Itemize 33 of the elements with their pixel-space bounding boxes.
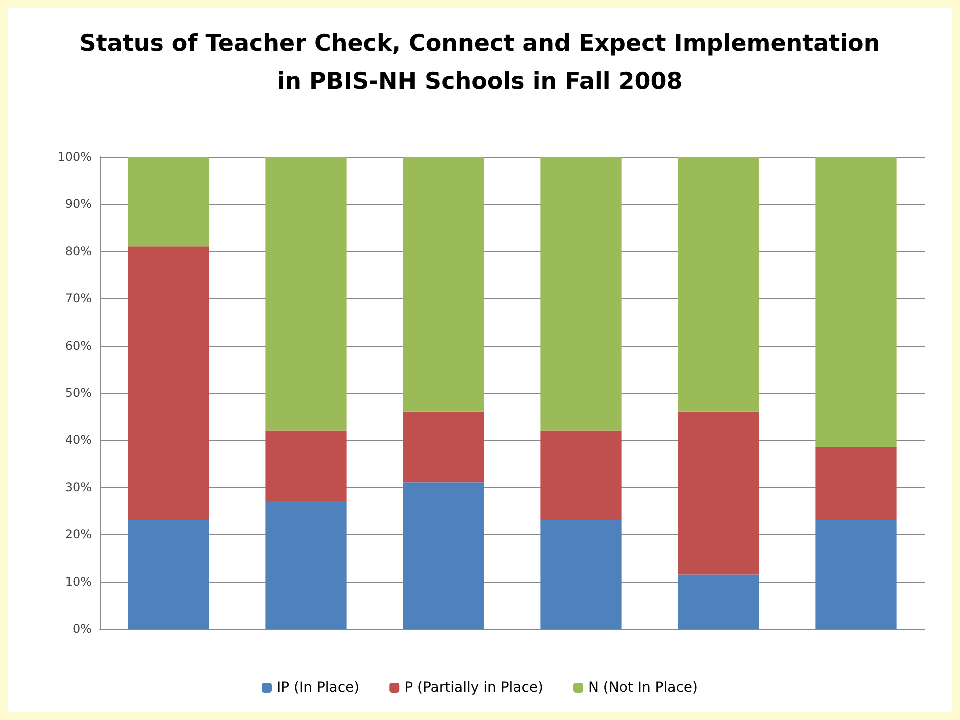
y-tick-label: 10% bbox=[65, 574, 92, 589]
bar bbox=[678, 157, 760, 412]
bar bbox=[540, 430, 622, 520]
y-tick-label: 40% bbox=[65, 433, 92, 448]
legend-label: N (Not In Place) bbox=[588, 680, 698, 696]
bar bbox=[678, 574, 760, 629]
y-tick-label: 90% bbox=[65, 197, 92, 212]
y-tick-label: 80% bbox=[65, 244, 92, 258]
bar bbox=[403, 412, 484, 483]
bar bbox=[403, 482, 484, 629]
y-tick-label: 0% bbox=[72, 622, 92, 636]
bar bbox=[266, 502, 347, 629]
bar bbox=[816, 447, 897, 520]
bar bbox=[540, 157, 622, 431]
bar bbox=[816, 520, 897, 629]
bar bbox=[540, 520, 622, 629]
bar bbox=[128, 520, 210, 629]
legend-label: P (Partially in Place) bbox=[404, 680, 544, 696]
y-tick-label: 70% bbox=[65, 292, 92, 306]
y-tick-label: 20% bbox=[65, 528, 92, 542]
bar bbox=[128, 157, 210, 247]
bar bbox=[266, 430, 347, 502]
y-tick-label: 30% bbox=[65, 480, 92, 494]
bar bbox=[816, 157, 897, 448]
legend-label: IP (In Place) bbox=[277, 680, 360, 696]
y-tick-label: 50% bbox=[65, 386, 92, 400]
chart-title: Status of Teacher Check, Connect and Expect Implementation in PBIS-NH Schools in Fall 2008 bbox=[80, 31, 880, 95]
bar bbox=[403, 157, 484, 412]
bar bbox=[128, 246, 210, 520]
bar bbox=[266, 157, 347, 431]
y-tick-label: 60% bbox=[65, 338, 92, 353]
y-tick-label: 100% bbox=[58, 150, 92, 164]
bar bbox=[678, 412, 760, 575]
